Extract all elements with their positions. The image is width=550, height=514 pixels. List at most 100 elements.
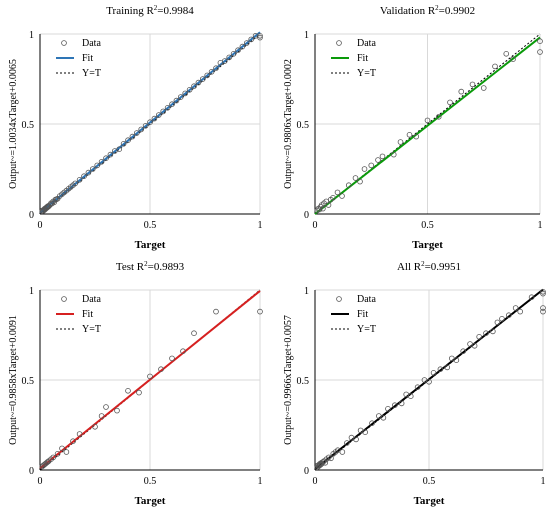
data-point (385, 405, 391, 412)
data-point (503, 50, 510, 57)
data-point (160, 108, 167, 115)
data-point (453, 357, 460, 364)
data-point (528, 294, 535, 301)
x-tick-label: 1 (538, 220, 543, 231)
data-point (180, 348, 186, 355)
data-point (512, 305, 519, 311)
data-point (222, 58, 228, 64)
data-point (90, 166, 96, 172)
data-point (391, 402, 398, 409)
data-point (204, 72, 211, 79)
chart-legend: Data Fit Y=T (56, 294, 101, 335)
data-point (499, 315, 505, 322)
legend-identity-label: Y=T (82, 324, 101, 335)
data-point (76, 177, 83, 183)
chart-legend: Data Fit Y=T (331, 38, 376, 79)
data-point (239, 43, 246, 50)
data-point (59, 445, 65, 452)
data-point (380, 414, 387, 421)
x-tick-label: 0.5 (144, 476, 157, 487)
chart-title: Training R2=0.9984 (106, 4, 194, 17)
data-point (414, 384, 421, 391)
legend-identity-label: Y=T (357, 68, 376, 79)
data-point (368, 162, 375, 169)
x-tick-label: 0 (313, 476, 318, 487)
data-point (50, 454, 56, 461)
data-point (76, 431, 83, 437)
data-point (480, 85, 487, 91)
chart-title-superscript: 2 (154, 4, 158, 12)
data-point (138, 126, 145, 133)
data-point (98, 413, 105, 419)
chart-title-superscript: 2 (421, 260, 425, 268)
data-point (248, 36, 255, 43)
data-point (407, 393, 414, 400)
chart-panel-4: 0 0.5 1 0 0.5 1 All R2=0.9951 Target Output~=0.9… (283, 260, 546, 507)
x-axis-label: Target (414, 495, 445, 507)
data-point (72, 180, 78, 187)
data-point (376, 413, 382, 419)
data-point (178, 94, 184, 100)
data-point (397, 139, 404, 145)
y-tick-label: 1 (304, 30, 309, 41)
legend-data-marker (61, 296, 67, 302)
data-point (156, 112, 162, 118)
chart-legend: Data Fit Y=T (331, 294, 376, 335)
data-point (490, 328, 496, 335)
data-point (103, 155, 109, 162)
legend-data-label: Data (357, 38, 376, 49)
data-point (70, 438, 76, 445)
data-point (430, 369, 437, 376)
chart-title-superscript: 2 (144, 260, 148, 268)
data-point (54, 450, 61, 457)
chart-title-value: =0.9893 (148, 261, 185, 273)
data-point (63, 449, 70, 455)
data-point (390, 151, 397, 158)
data-point (325, 202, 332, 208)
data-point (125, 387, 131, 394)
data-point (169, 101, 175, 107)
data-point (125, 137, 131, 144)
y-tick-label: 1 (29, 286, 34, 297)
data-point (182, 90, 189, 97)
data-point (362, 429, 368, 436)
data-point (447, 99, 453, 106)
data-point (147, 119, 153, 125)
data-point (208, 69, 215, 75)
data-point (460, 348, 467, 355)
data-point (357, 427, 364, 434)
data-point (322, 459, 329, 466)
data-point (320, 205, 326, 212)
data-point (406, 132, 413, 138)
data-point (330, 195, 336, 201)
data-point (483, 330, 489, 337)
data-point (424, 117, 431, 124)
chart-panel-1: 0 0.5 1 0 0.5 1 Training R2=0.9984 Target Output… (8, 4, 263, 251)
fit-line (39, 290, 261, 470)
x-tick-label: 0 (38, 220, 43, 231)
data-point (379, 153, 386, 160)
data-point (437, 366, 444, 373)
x-tick-label: 1 (258, 220, 263, 231)
y-tick-label: 0 (29, 466, 34, 477)
x-tick-label: 1 (258, 476, 263, 487)
data-point (494, 319, 501, 326)
legend-fit-label: Fit (82, 309, 93, 320)
data-point (540, 288, 546, 295)
chart-title-text: All R (397, 261, 422, 273)
data-point (136, 389, 142, 396)
y-tick-label: 1 (29, 30, 34, 41)
data-point (316, 206, 323, 213)
data-point (158, 366, 164, 373)
data-point (469, 81, 476, 88)
data-point (537, 38, 543, 44)
data-point (98, 159, 105, 165)
data-point (186, 87, 193, 93)
y-tick-label: 0 (304, 210, 309, 221)
legend-data-marker (336, 40, 342, 46)
data-point (213, 308, 219, 315)
data-point (505, 312, 512, 319)
data-point (448, 355, 455, 362)
data-point (81, 173, 87, 180)
x-tick-label: 0.5 (144, 220, 157, 231)
